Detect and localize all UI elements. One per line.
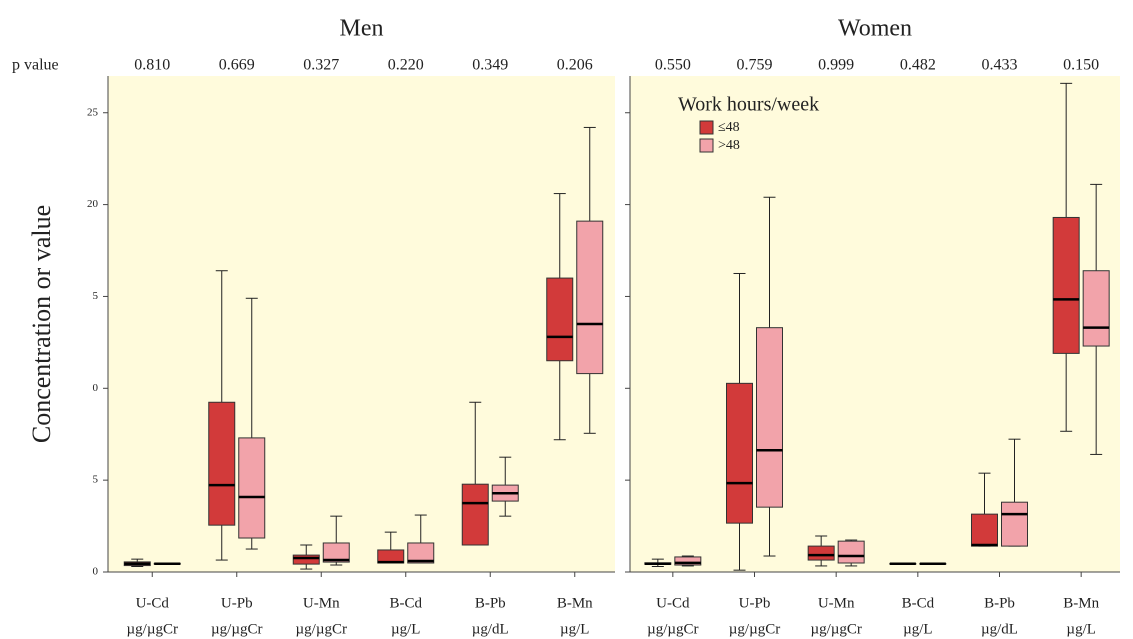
- x-tick-label: B-Cd: [902, 595, 935, 611]
- x-tick-label: U-Cd: [136, 595, 170, 611]
- p-value: 0.150: [1063, 57, 1099, 74]
- box: [971, 513, 998, 547]
- x-tick-unit: µg/dL: [472, 621, 509, 637]
- plot-background: [108, 76, 615, 572]
- p-value: 0.669: [219, 57, 255, 74]
- panel-title: Women: [838, 16, 912, 42]
- x-tick-label: U-Pb: [739, 595, 771, 611]
- p-value: 0.433: [982, 57, 1018, 74]
- box: [674, 556, 702, 566]
- legend-swatch: [699, 138, 714, 153]
- x-tick-unit: µg/L: [560, 621, 589, 637]
- p-value: 0.482: [900, 57, 936, 74]
- y-axis-label: Concentration or value: [27, 205, 56, 443]
- y-tick-label: 0: [93, 382, 99, 394]
- legend-title: Work hours/week: [678, 94, 819, 116]
- box: [208, 401, 236, 526]
- legend-label: >48: [718, 138, 740, 153]
- box: [576, 220, 604, 375]
- x-tick-label: B-Mn: [1063, 595, 1099, 611]
- x-tick-unit: µg/dL: [981, 621, 1018, 637]
- box: [292, 554, 320, 565]
- x-tick-label: B-Mn: [557, 595, 593, 611]
- x-tick-label: B-Cd: [389, 595, 422, 611]
- x-tick-label: U-Pb: [221, 595, 253, 611]
- x-tick-unit: µg/L: [1066, 621, 1095, 637]
- legend-swatch: [699, 120, 714, 135]
- p-value: 0.349: [472, 57, 508, 74]
- x-tick-unit: µg/µgCr: [810, 621, 861, 637]
- y-tick-label: 5: [93, 290, 99, 302]
- box: [756, 327, 783, 508]
- x-tick-label: U-Mn: [303, 595, 340, 611]
- box: [726, 382, 753, 524]
- x-tick-unit: µg/L: [903, 621, 932, 637]
- box: [1001, 501, 1028, 547]
- x-tick-label: B-Pb: [475, 595, 506, 611]
- p-value: 0.220: [388, 57, 424, 74]
- x-tick-unit: µg/µgCr: [647, 621, 698, 637]
- x-tick-unit: µg/µgCr: [211, 621, 262, 637]
- y-tick-label: 25: [87, 106, 99, 118]
- box: [807, 545, 835, 561]
- x-tick-unit: µg/µgCr: [729, 621, 780, 637]
- box: [1052, 216, 1080, 354]
- x-tick-unit: µg/µgCr: [127, 621, 178, 637]
- y-tick-label: 0: [93, 566, 99, 578]
- y-tick-label: 20: [87, 198, 99, 210]
- box: [407, 542, 435, 564]
- p-value: 0.810: [134, 57, 170, 74]
- p-value: 0.759: [737, 57, 773, 74]
- x-tick-label: U-Mn: [818, 595, 855, 611]
- y-tick-label: 5: [93, 474, 99, 486]
- plot-background: [630, 76, 1120, 572]
- box: [238, 437, 266, 539]
- p-value-label: p value: [12, 57, 59, 74]
- box: [322, 542, 350, 563]
- p-value: 0.999: [818, 57, 854, 74]
- p-value: 0.550: [655, 57, 691, 74]
- panel-title: Men: [340, 16, 384, 42]
- p-value: 0.206: [557, 57, 593, 74]
- x-tick-unit: µg/µgCr: [296, 621, 347, 637]
- box: [461, 483, 489, 546]
- box: [1082, 270, 1110, 347]
- x-tick-label: B-Pb: [984, 595, 1015, 611]
- p-value: 0.327: [303, 57, 339, 74]
- x-tick-unit: µg/L: [391, 621, 420, 637]
- legend-label: ≤48: [718, 120, 740, 135]
- box: [546, 277, 574, 362]
- box: [837, 540, 865, 564]
- x-tick-label: U-Cd: [656, 595, 690, 611]
